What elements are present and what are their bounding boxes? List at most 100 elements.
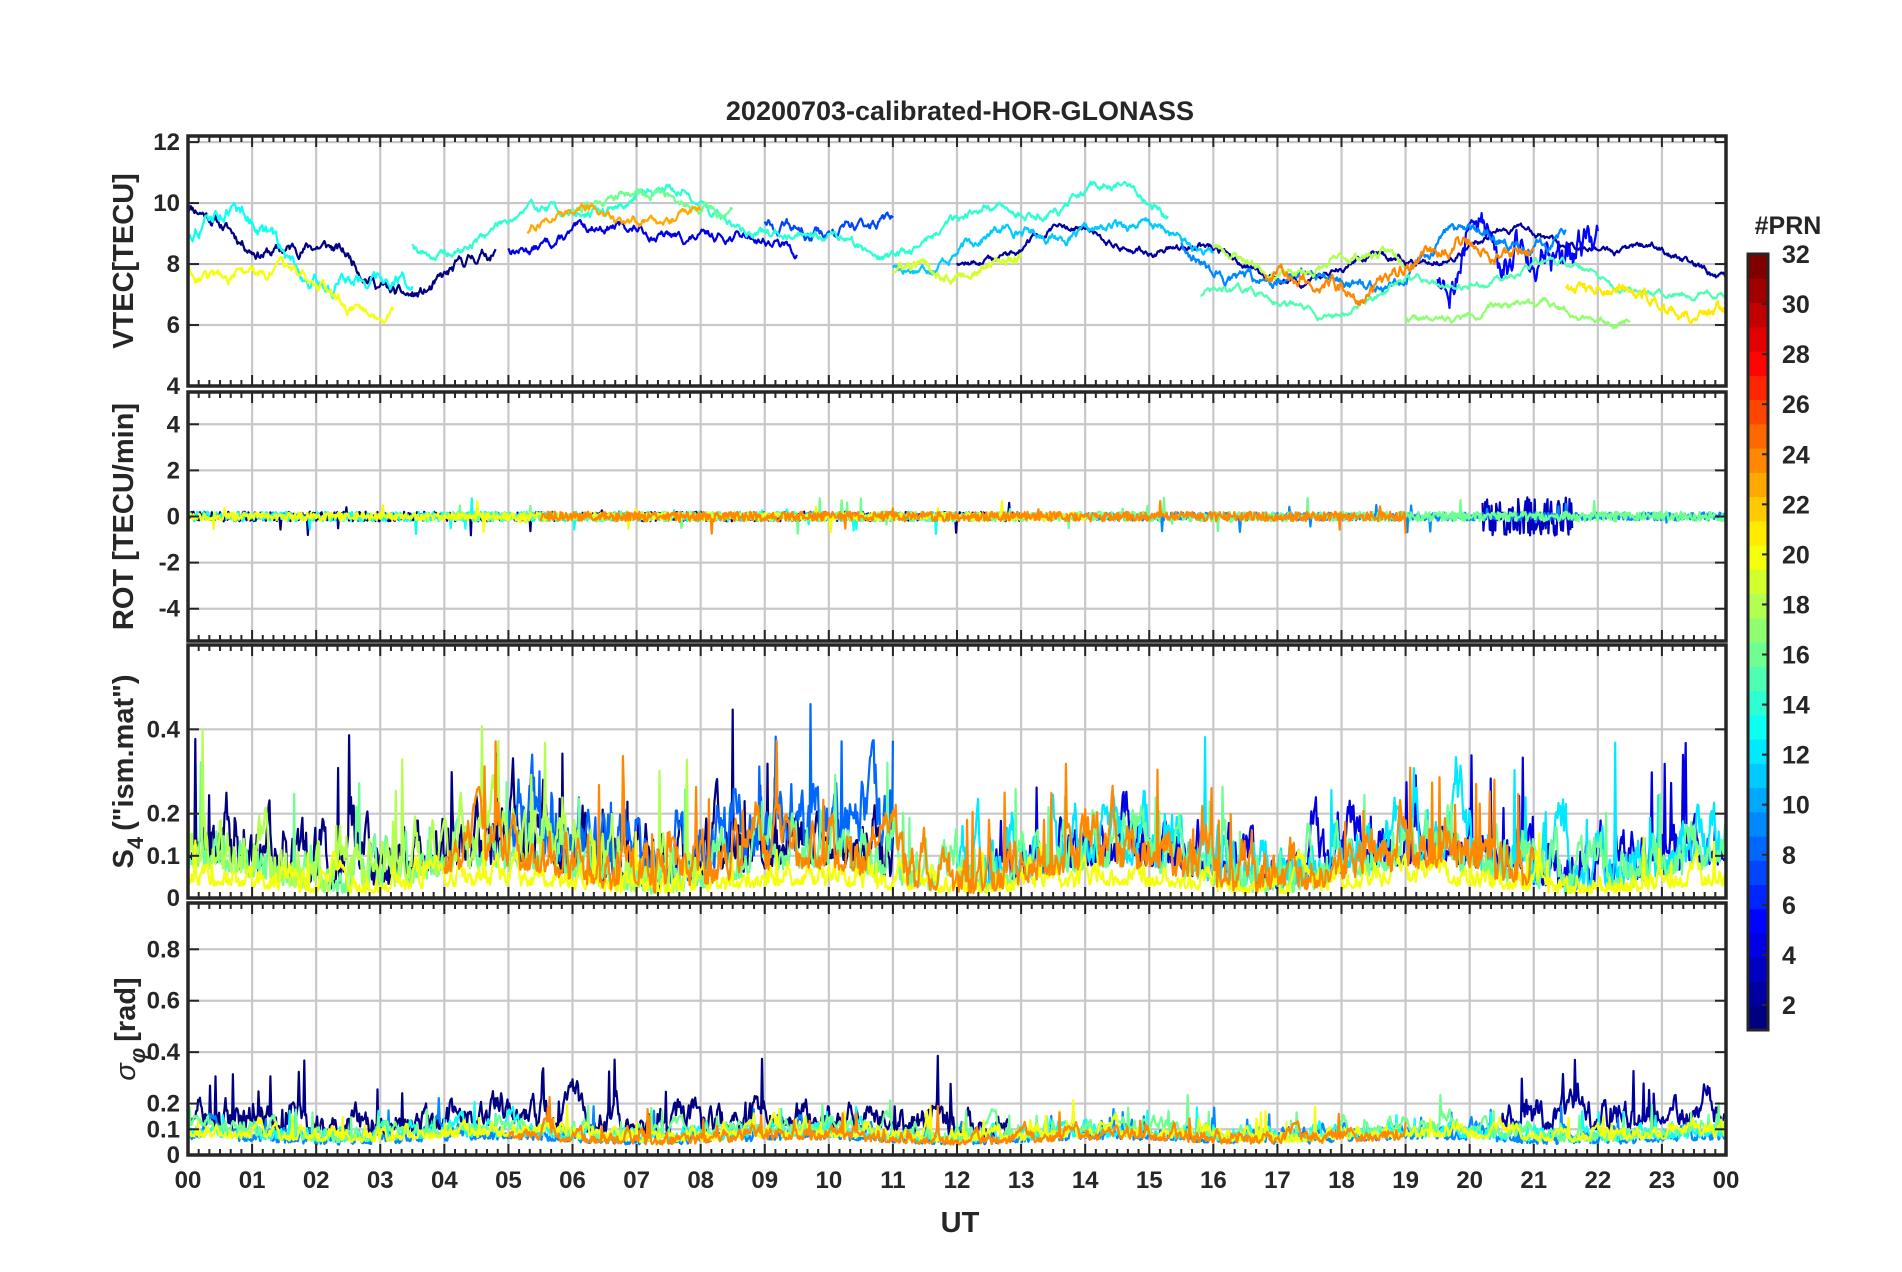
colorbar-segment bbox=[1748, 545, 1768, 570]
y-tick-label: 0.8 bbox=[147, 936, 180, 963]
series-prn-24 bbox=[1263, 235, 1535, 307]
y-tick-label: 0.1 bbox=[147, 843, 180, 870]
colorbar-segment bbox=[1748, 884, 1768, 910]
colorbar-segment bbox=[1748, 423, 1768, 449]
panel-vtec: 4 6 8 10 12 VTEC[TECU] bbox=[108, 129, 1728, 400]
panel-s4-ylabel: S4("ism.mat") bbox=[108, 674, 148, 868]
colorbar-tick-label: 26 bbox=[1782, 391, 1810, 419]
y-tick-label: 0 bbox=[167, 885, 180, 912]
x-tick-label: 00 bbox=[175, 1167, 202, 1194]
y-tick-label: 0.1 bbox=[147, 1116, 180, 1143]
colorbar-segment bbox=[1748, 714, 1768, 740]
colorbar-segment bbox=[1748, 472, 1768, 498]
panel-vtec-series bbox=[188, 180, 1726, 330]
series-prn-16 bbox=[572, 188, 733, 219]
panel-sigma-series bbox=[188, 1054, 1726, 1146]
x-tick-label: 04 bbox=[431, 1167, 458, 1194]
panel-rot-ticks: -4 -2 0 2 4 bbox=[159, 392, 1727, 641]
series-prn-19 bbox=[892, 252, 1023, 286]
panel-sigma-ylabel: σφ[rad] bbox=[110, 977, 150, 1080]
x-tick-label: 07 bbox=[623, 1167, 650, 1194]
x-tick-label: 00 bbox=[1713, 1167, 1740, 1194]
series-prn-1 bbox=[188, 205, 497, 298]
series-prn-24 bbox=[539, 500, 1407, 535]
colorbar-tick-label: 22 bbox=[1782, 491, 1810, 519]
colorbar-segment bbox=[1748, 763, 1768, 789]
colorbar-tick-label: 30 bbox=[1782, 291, 1810, 319]
colorbar-tick-label: 8 bbox=[1782, 842, 1796, 870]
x-axis-label: UT bbox=[941, 1207, 980, 1239]
x-tick-label: 19 bbox=[1392, 1167, 1419, 1194]
series-prn-15 bbox=[1200, 255, 1726, 322]
x-tick-label: 13 bbox=[1008, 1167, 1035, 1194]
series-prn-17 bbox=[1405, 297, 1631, 330]
colorbar-segment bbox=[1748, 981, 1768, 1007]
panel-s4-ticks: 0 0.1 0.2 0.4 bbox=[147, 645, 1727, 912]
colorbar-segment bbox=[1748, 1005, 1768, 1031]
series-prn-4 bbox=[507, 219, 798, 260]
x-tick-label: 01 bbox=[239, 1167, 266, 1194]
y-tick-label: 12 bbox=[153, 129, 180, 156]
y-tick-label: -4 bbox=[159, 596, 181, 623]
y-tick-label: 2 bbox=[167, 457, 180, 484]
y-tick-label: 0.4 bbox=[147, 1039, 181, 1066]
panel-sigma-ticks: 00.10.2 0.4 0.6 0.8 bbox=[147, 903, 1727, 1169]
colorbar-segment bbox=[1748, 448, 1768, 473]
x-tick-label: 12 bbox=[944, 1167, 971, 1194]
x-tick-label: 16 bbox=[1200, 1167, 1227, 1194]
y-tick-label: 0.6 bbox=[147, 988, 180, 1015]
series-prn-14 bbox=[411, 180, 1169, 262]
x-tick-label: 18 bbox=[1328, 1167, 1355, 1194]
colorbar-segment bbox=[1748, 520, 1768, 546]
colorbar-segment bbox=[1748, 593, 1768, 619]
colorbar-segment bbox=[1748, 617, 1768, 643]
colorbar-tick-label: 12 bbox=[1782, 742, 1810, 770]
colorbar-segment bbox=[1748, 908, 1768, 934]
y-tick-label: 0 bbox=[167, 504, 180, 531]
colorbar-segment bbox=[1748, 787, 1768, 813]
y-tick-label: 4 bbox=[167, 373, 181, 400]
colorbar-segment bbox=[1748, 836, 1768, 861]
x-tick-label: 09 bbox=[751, 1167, 778, 1194]
panel-rot: -4 -2 0 2 4 ROT [TECU/min] bbox=[108, 390, 1728, 643]
colorbar-segment bbox=[1748, 496, 1768, 522]
series-prn-20 bbox=[188, 831, 1726, 895]
colorbar-segment bbox=[1748, 860, 1768, 886]
series-prn-20 bbox=[188, 256, 395, 325]
series-prn-24 bbox=[507, 1096, 1407, 1146]
colorbar-frame bbox=[1746, 252, 1770, 1032]
colorbar-tick-label: 2 bbox=[1782, 992, 1796, 1020]
y-tick-label: -2 bbox=[159, 550, 180, 577]
series-prn-24 bbox=[443, 739, 1535, 895]
x-tick-labels: 00 01 02 03 04 05 06 07 08 09 10 11 12 13 14 15 16 17 18 19… bbox=[175, 1167, 1740, 1194]
colorbar-segment bbox=[1748, 957, 1768, 983]
x-tick-label: 02 bbox=[303, 1167, 330, 1194]
panel-s4-series bbox=[188, 703, 1726, 895]
colorbar-tick-label: 20 bbox=[1782, 541, 1810, 569]
y-tick-label: 4 bbox=[167, 411, 181, 438]
panel-sigma: 00.10.2 0.4 0.6 0.8 σφ[rad] bbox=[110, 901, 1728, 1169]
colorbar-segment bbox=[1748, 278, 1768, 304]
series-prn-23 bbox=[526, 202, 702, 235]
series-prn-2 bbox=[956, 222, 1726, 289]
colorbar-tick-label: 14 bbox=[1782, 692, 1810, 720]
x-tick-label: 15 bbox=[1136, 1167, 1163, 1194]
x-tick-label: 03 bbox=[367, 1167, 394, 1194]
x-tick-label: 21 bbox=[1520, 1167, 1547, 1194]
colorbar-segment bbox=[1748, 933, 1768, 958]
series-prn-11 bbox=[891, 217, 1215, 276]
colorbar-segment bbox=[1748, 302, 1768, 328]
x-tick-label: 08 bbox=[687, 1167, 714, 1194]
colorbar-segment bbox=[1748, 811, 1768, 837]
x-tick-label: 20 bbox=[1456, 1167, 1483, 1194]
x-tick-label: 11 bbox=[880, 1167, 905, 1194]
colorbar-segment bbox=[1748, 254, 1768, 279]
x-tick-label: 22 bbox=[1584, 1167, 1611, 1194]
chart-title: 20200703-calibrated-HOR-GLONASS bbox=[726, 96, 1194, 126]
colorbar-tick-label: 28 bbox=[1782, 341, 1810, 369]
series-prn-18 bbox=[1213, 243, 1406, 282]
panel-vtec-ylabel: VTEC[TECU] bbox=[108, 173, 140, 349]
colorbar-tick-label: 24 bbox=[1782, 441, 1810, 469]
